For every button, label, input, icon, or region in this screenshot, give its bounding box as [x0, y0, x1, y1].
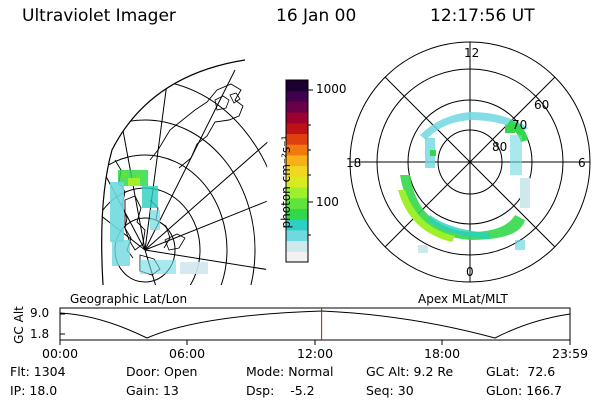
date-label: 16 Jan 00 [276, 6, 357, 26]
glon-label: GLon: [486, 383, 523, 398]
instrument-title: Ultraviolet Imager [22, 6, 176, 26]
mlat-label-70: 70 [512, 118, 528, 132]
mlt-label-0: 0 [466, 265, 474, 279]
status-door: Door: Open [126, 364, 197, 379]
status-mode: Mode: Normal [246, 364, 334, 379]
ip-value: 18.0 [29, 383, 58, 398]
status-flt: Flt: 1304 [10, 364, 66, 379]
colorbar-cell [286, 208, 308, 220]
time-label: 12:17:56 UT [430, 6, 535, 26]
colorbar-cell [286, 176, 308, 188]
colorbar-cell [286, 197, 308, 209]
time-tick-1800: 18:00 [424, 346, 461, 361]
time-tick-2359: 23:59 [552, 346, 589, 361]
mlat-label-60: 60 [534, 98, 550, 112]
seq-value: 30 [397, 383, 414, 398]
alt-tick-1-8: 1.8 [30, 327, 50, 341]
mlt-label-18: 18 [346, 156, 362, 170]
colorbar-cell [286, 240, 308, 252]
colorbar-cell [286, 165, 308, 177]
mlt-label-12: 12 [464, 46, 480, 60]
colorbar-cell [286, 251, 308, 263]
dsp-label: Dsp: [246, 383, 275, 398]
status-seq: Seq: 30 [366, 383, 414, 398]
colorbar-cell [286, 101, 308, 113]
glat-value: 72.6 [527, 364, 556, 379]
time-tick-1200: 12:00 [297, 346, 334, 361]
gc-alt-axis-label: GC Alt [12, 306, 26, 344]
colorbar-cell [286, 154, 308, 167]
colorbar-cell [286, 112, 308, 124]
status-glat: GLat: 72.6 [486, 364, 555, 379]
colorbar-unit-label: photon cm⁻²s⁻¹ [279, 135, 293, 229]
time-tick-0600: 06:00 [169, 346, 206, 361]
status-gcalt: GC Alt: 9.2 Re [366, 364, 453, 379]
seq-label: Seq: [366, 383, 394, 398]
mode-value: Normal [288, 364, 334, 379]
gain-value: 13 [162, 383, 179, 398]
status-glon: GLon: 166.7 [486, 383, 562, 398]
colorbar-tick-100: 100 [316, 195, 339, 209]
mlat-label-80: 80 [492, 140, 508, 154]
gain-label: Gain: [126, 383, 159, 398]
glon-value: 166.7 [526, 383, 562, 398]
flt-value: 1304 [33, 364, 66, 379]
status-gain: Gain: 13 [126, 383, 179, 398]
gcalt-value: 9.2 Re [413, 364, 454, 379]
dsp-value: -5.2 [290, 383, 315, 398]
mode-label: Mode: [246, 364, 285, 379]
geographic-caption: Geographic Lat/Lon [70, 292, 188, 306]
door-label: Door: [126, 364, 161, 379]
altitude-strip [59, 307, 571, 345]
colorbar-cell [286, 144, 308, 156]
ip-label: IP: [10, 383, 26, 398]
door-value: Open [164, 364, 198, 379]
colorbar-cell [286, 90, 308, 102]
polar-plot [349, 41, 591, 283]
colorbar-cell [286, 122, 308, 135]
time-tick-0000: 00:00 [42, 346, 79, 361]
colorbar-cell [286, 133, 308, 145]
status-dsp: Dsp: -5.2 [246, 383, 315, 398]
colorbar-cell [286, 229, 308, 242]
glat-label: GLat: [486, 364, 520, 379]
colorbar [285, 79, 313, 263]
apex-caption: Apex MLat/MLT [418, 292, 508, 306]
flt-label: Flt: [10, 364, 30, 379]
colorbar-cell [286, 187, 308, 199]
gcalt-label: GC Alt: [366, 364, 410, 379]
colorbar-cell [286, 80, 308, 92]
alt-tick-9: 9.0 [30, 306, 50, 320]
status-ip: IP: 18.0 [10, 383, 57, 398]
mlt-label-6: 6 [578, 156, 586, 170]
colorbar-tick-1000: 1000 [316, 82, 347, 96]
colorbar-cell [286, 219, 308, 231]
